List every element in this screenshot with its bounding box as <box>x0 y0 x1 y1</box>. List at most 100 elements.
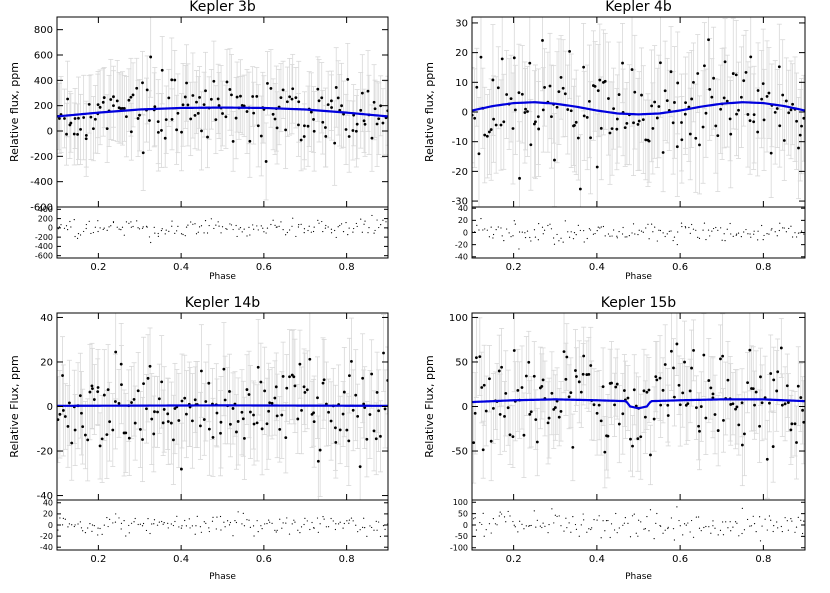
data-point <box>58 412 62 416</box>
chart-title: Kepler 3b <box>189 0 256 15</box>
residual-point <box>753 233 755 235</box>
data-point <box>102 96 106 99</box>
data-point <box>223 398 227 402</box>
residual-y-tick-label: 200 <box>38 214 53 223</box>
residual-point <box>547 224 549 227</box>
residual-point <box>378 521 380 523</box>
data-point <box>170 117 174 121</box>
residual-point <box>291 225 293 227</box>
data-point <box>500 57 504 61</box>
data-point <box>621 61 624 65</box>
data-point <box>800 124 803 128</box>
data-point <box>802 116 805 120</box>
residual-point <box>235 224 237 227</box>
data-point <box>769 151 773 155</box>
data-point <box>726 378 730 382</box>
residual-point <box>196 515 198 517</box>
data-point <box>316 396 319 400</box>
residual-point <box>325 224 327 227</box>
data-point <box>557 90 561 94</box>
data-point <box>524 107 527 111</box>
data-point <box>324 126 327 129</box>
residual-point <box>773 525 775 527</box>
x-tick-label: 0.4 <box>173 262 189 273</box>
residual-point <box>112 221 115 224</box>
residual-point <box>99 527 101 530</box>
data-point <box>703 64 706 68</box>
data-point <box>754 390 758 394</box>
residual-point <box>795 526 798 528</box>
residual-point <box>755 531 757 533</box>
residual-point <box>380 224 382 226</box>
data-point <box>322 378 326 382</box>
residual-point <box>371 526 373 529</box>
residual-point <box>776 235 778 237</box>
data-point <box>354 129 358 133</box>
residual-point <box>759 540 762 542</box>
residual-point <box>330 228 333 230</box>
residual-point <box>492 233 495 236</box>
residual-point <box>713 227 715 230</box>
residual-point <box>353 227 355 230</box>
residual-point <box>260 225 262 227</box>
residual-point <box>299 532 301 534</box>
data-point <box>241 417 245 421</box>
data-point <box>91 127 95 131</box>
data-point <box>692 81 695 84</box>
residual-point <box>781 530 783 533</box>
data-point <box>642 389 646 393</box>
residual-point <box>521 523 523 525</box>
residual-point <box>777 527 779 529</box>
residual-point <box>572 516 574 518</box>
residual-point <box>147 518 149 520</box>
residual-point <box>616 532 618 534</box>
data-point <box>334 86 338 89</box>
residual-point <box>685 524 687 526</box>
residual-point <box>573 232 576 234</box>
data-point <box>252 422 256 426</box>
data-point <box>587 99 591 103</box>
errorbars <box>472 313 805 499</box>
data-point <box>141 438 144 441</box>
data-point <box>626 396 630 400</box>
data-point <box>615 127 619 131</box>
residual-point <box>621 233 624 235</box>
data-point <box>320 96 324 100</box>
residual-point <box>184 519 186 522</box>
residual-point <box>274 224 276 226</box>
data-point <box>672 395 676 399</box>
data-point <box>552 407 556 411</box>
residual-point <box>717 229 719 231</box>
residual-point <box>228 524 231 526</box>
data-point <box>632 388 636 392</box>
data-point <box>527 360 531 364</box>
residual-plot-frame <box>471 499 806 551</box>
data-point <box>666 403 670 407</box>
data-point <box>655 378 659 382</box>
residual-point <box>334 229 336 232</box>
data-point <box>729 403 733 406</box>
residual-point <box>725 521 727 523</box>
residual-point <box>501 235 503 237</box>
data-point <box>769 372 773 375</box>
residual-point <box>627 522 629 524</box>
residual-point <box>180 527 183 529</box>
residual-point <box>256 520 258 522</box>
data-point <box>614 385 618 389</box>
residual-point <box>729 222 731 225</box>
residual-point <box>570 531 572 533</box>
data-point <box>200 129 203 133</box>
data-point <box>160 68 164 72</box>
residual-point <box>210 218 212 220</box>
residual-point <box>524 236 527 239</box>
data-point <box>592 403 596 407</box>
data-point <box>534 120 537 124</box>
data-point <box>716 429 720 432</box>
residual-point <box>217 221 219 223</box>
residual-point <box>262 227 264 229</box>
residual-point <box>778 229 780 232</box>
data-point <box>791 102 794 106</box>
data-point <box>252 413 255 417</box>
data-point <box>711 392 715 396</box>
data-point <box>500 365 503 369</box>
